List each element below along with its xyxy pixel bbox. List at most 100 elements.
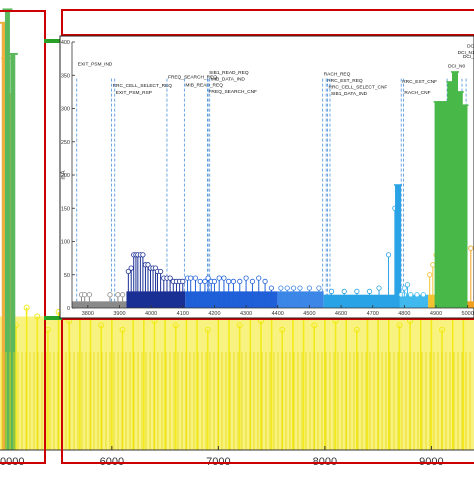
inset-stem-marker bbox=[268, 285, 275, 291]
inset-stem-marker bbox=[408, 292, 414, 298]
inset-stem-marker bbox=[167, 275, 173, 281]
inset-stem-marker bbox=[158, 268, 164, 275]
inset-stem-marker bbox=[341, 288, 347, 294]
inset-y-axis-label: mA bbox=[61, 171, 67, 180]
overview-fill bbox=[0, 316, 474, 450]
inset-stem-marker bbox=[145, 262, 151, 268]
overview-stem-marker bbox=[172, 322, 179, 329]
inset-stem-marker bbox=[221, 275, 227, 281]
inset-segment-block bbox=[72, 301, 127, 308]
inset-y-tick-label: 50 bbox=[64, 273, 70, 279]
event-label: DCI_N0 bbox=[463, 54, 474, 60]
inset-stem-marker bbox=[354, 288, 360, 294]
inset-segment-block bbox=[185, 291, 278, 308]
inset-y-tick-label: 350 bbox=[61, 73, 70, 79]
inset-x-tick-label: 4100 bbox=[177, 311, 189, 317]
inset-segment-block bbox=[277, 291, 324, 308]
inset-stem-marker bbox=[414, 292, 420, 298]
overview-stem-marker bbox=[311, 322, 318, 329]
inset-stem-marker bbox=[256, 275, 262, 281]
inset-stem-marker bbox=[401, 285, 407, 291]
inset-stem-marker bbox=[140, 252, 146, 258]
inset-segment-block bbox=[399, 294, 429, 308]
inset-x-tick-label: 3800 bbox=[82, 311, 94, 317]
inset-y-tick-label: 250 bbox=[61, 140, 70, 146]
overview-stem-marker bbox=[279, 326, 286, 333]
inset-stem-marker bbox=[468, 245, 474, 251]
event-label: RACH_CNF bbox=[404, 90, 430, 96]
inset-stem-marker bbox=[420, 292, 426, 298]
inset-stem-marker bbox=[249, 278, 256, 284]
inset-stem-marker bbox=[82, 292, 88, 298]
inset-x-tick-label: 3900 bbox=[113, 311, 125, 317]
event-label: EXIT_PSM_RSP bbox=[116, 90, 152, 96]
inset-stem-marker bbox=[278, 285, 284, 291]
inset-x-tick-label: 4700 bbox=[367, 311, 379, 317]
overview-stem-marker bbox=[236, 322, 243, 329]
inset-stem-marker bbox=[430, 262, 436, 268]
event-label: RRC_CELL_SELECT_CNF bbox=[328, 85, 387, 91]
overview-stem-marker bbox=[119, 326, 126, 333]
inset-stem-marker bbox=[284, 285, 290, 291]
event-label: SIB1_READ_REQ bbox=[209, 70, 249, 76]
inset-x-tick-label: 4200 bbox=[208, 311, 220, 317]
inset-x-tick-label: 4000 bbox=[145, 311, 157, 317]
inset-segment-block bbox=[323, 294, 400, 308]
event-label: EXIT_PSM_IND bbox=[78, 61, 113, 67]
inset-stem-marker bbox=[120, 292, 126, 298]
inset-stem-marker bbox=[192, 275, 199, 281]
overview-stem-marker bbox=[396, 322, 403, 329]
event-label: MIB_DATA_IND bbox=[211, 77, 246, 83]
inset-x-tick-label: 4300 bbox=[240, 311, 252, 317]
inset-stem-marker bbox=[202, 278, 208, 284]
event-label: RRC_EST_CNF bbox=[402, 79, 437, 85]
highlight-box-top bbox=[61, 9, 474, 36]
inset-stem-marker bbox=[128, 265, 134, 271]
overview-stem-marker bbox=[23, 304, 30, 311]
inset-stem-marker bbox=[107, 292, 113, 298]
inset-stem-marker bbox=[211, 278, 218, 284]
inset-x-tick-label: 4600 bbox=[335, 311, 347, 317]
overview-stem-marker bbox=[353, 326, 360, 333]
inset-stem-marker bbox=[205, 275, 211, 281]
inset-stem-marker bbox=[216, 275, 222, 281]
inset-y-tick-label: 400 bbox=[61, 40, 70, 46]
inset-stem-marker bbox=[366, 288, 373, 294]
event-label: RACH_REQ bbox=[324, 71, 351, 77]
inset-y-tick-label: 0 bbox=[67, 306, 70, 312]
inset-y-tick-label: 100 bbox=[61, 240, 70, 246]
overview-stem-marker bbox=[204, 326, 211, 333]
inset-stem-marker bbox=[243, 275, 249, 281]
inset-stem-marker bbox=[376, 285, 382, 291]
inset-stem-marker bbox=[197, 278, 203, 284]
inset-x-tick-label: 4500 bbox=[303, 311, 315, 317]
inset-stem-marker bbox=[86, 292, 93, 298]
event-label: RRC_EST_REQ bbox=[327, 78, 363, 84]
event-label: MIB_READ_REQ bbox=[185, 83, 223, 89]
inset-stem-marker bbox=[226, 278, 232, 284]
inset-stem-marker bbox=[297, 285, 303, 291]
inset-stem-marker bbox=[125, 268, 131, 275]
inset-stem-marker bbox=[328, 288, 335, 294]
inset-x-tick-label: 5000 bbox=[462, 311, 474, 317]
zoom-connectors bbox=[44, 39, 62, 320]
inset-stem-marker bbox=[306, 285, 313, 291]
inset-x-tick-label: 4800 bbox=[398, 311, 410, 317]
event-label: FREQ_SEARCH_REQ bbox=[168, 75, 217, 81]
event-label: DCI_N1 bbox=[458, 50, 474, 56]
inset-y-tick-label: 150 bbox=[61, 206, 70, 212]
inset-stem-marker bbox=[385, 252, 392, 258]
event-label: SIB1_DATA_IND bbox=[331, 91, 368, 97]
inset-stem-marker bbox=[290, 285, 297, 291]
event-label: DCI_N0 bbox=[448, 63, 465, 69]
inset-x-tick-label: 4400 bbox=[272, 311, 284, 317]
highlight-box-bottom bbox=[61, 318, 474, 464]
inset-stem-marker bbox=[230, 278, 237, 284]
event-label: RRC_CELL_SELECT_REQ bbox=[113, 83, 173, 89]
inset-y-tick-label: 200 bbox=[61, 173, 70, 179]
inset-stem-marker bbox=[115, 292, 121, 298]
event-label: FREQ_SEARCH_CNF bbox=[208, 89, 257, 95]
